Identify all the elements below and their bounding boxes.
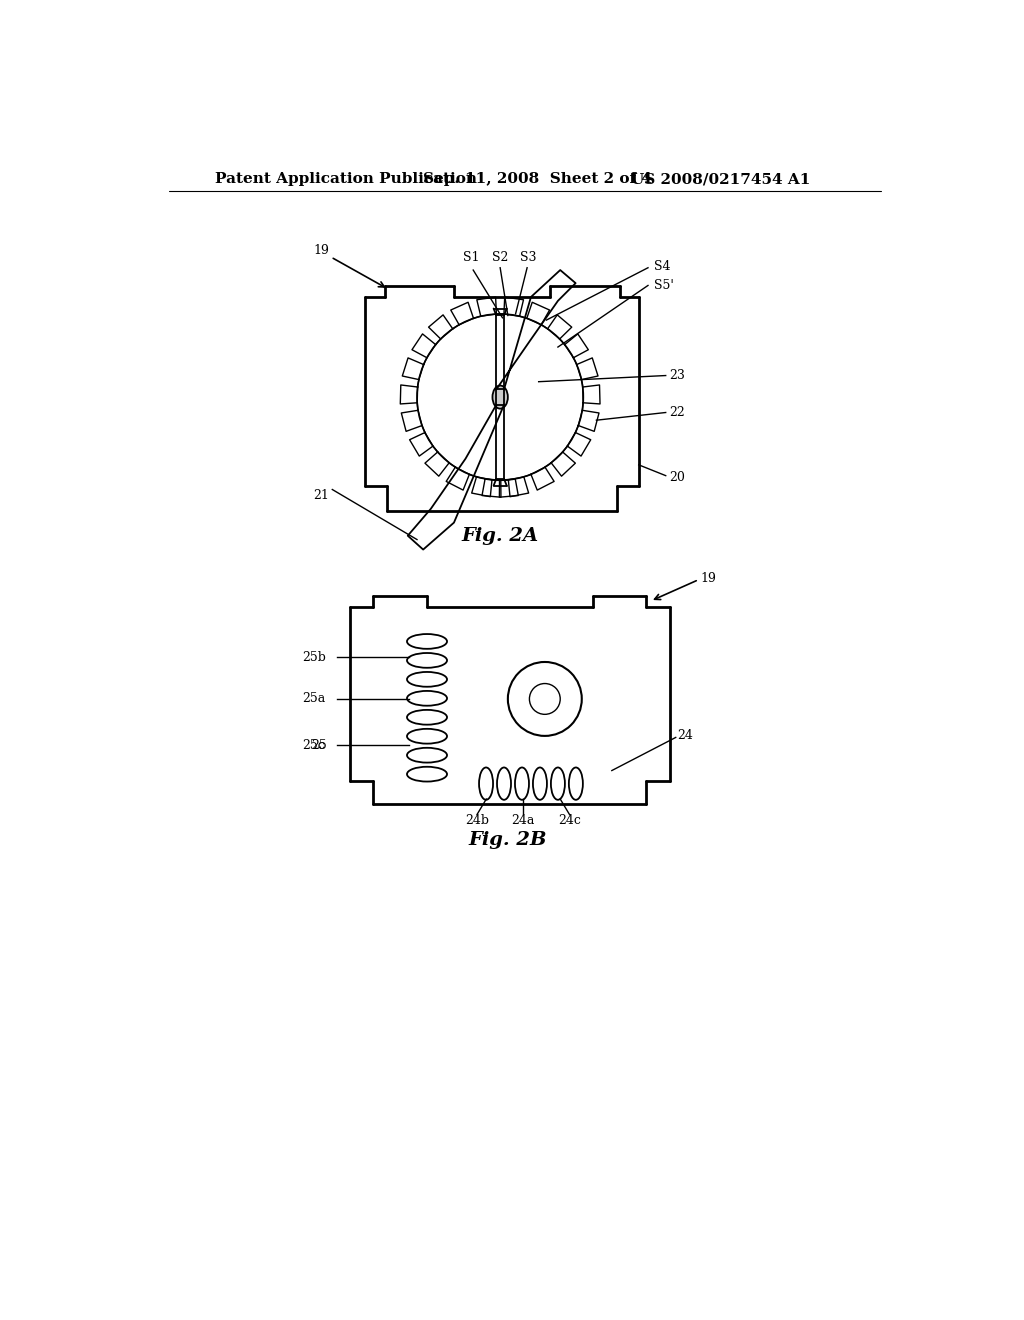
Text: S5': S5' xyxy=(654,279,674,292)
Text: 25a: 25a xyxy=(302,693,326,705)
Text: 25b: 25b xyxy=(302,651,326,664)
Text: US 2008/0217454 A1: US 2008/0217454 A1 xyxy=(631,172,810,186)
Ellipse shape xyxy=(493,385,508,409)
Text: 25c: 25c xyxy=(302,739,326,751)
Text: Fig. 2B: Fig. 2B xyxy=(469,830,547,849)
Text: Fig. 2A: Fig. 2A xyxy=(462,527,539,545)
Text: S1: S1 xyxy=(464,251,480,264)
Text: 19: 19 xyxy=(313,244,330,257)
Text: 24b: 24b xyxy=(465,814,489,828)
Text: 21: 21 xyxy=(313,490,330,502)
Text: 24c: 24c xyxy=(558,814,581,828)
Text: S2: S2 xyxy=(492,251,508,264)
Text: 24a: 24a xyxy=(512,814,535,828)
Text: 24: 24 xyxy=(677,730,693,742)
Text: 22: 22 xyxy=(670,407,685,418)
Text: 25: 25 xyxy=(311,739,327,751)
Text: S4: S4 xyxy=(654,260,671,273)
Text: S3: S3 xyxy=(520,251,537,264)
Text: 23: 23 xyxy=(670,370,685,381)
Text: 20: 20 xyxy=(670,471,685,484)
Text: Patent Application Publication: Patent Application Publication xyxy=(215,172,477,186)
Text: Sep. 11, 2008  Sheet 2 of 4: Sep. 11, 2008 Sheet 2 of 4 xyxy=(423,172,652,186)
Text: 19: 19 xyxy=(700,572,716,585)
